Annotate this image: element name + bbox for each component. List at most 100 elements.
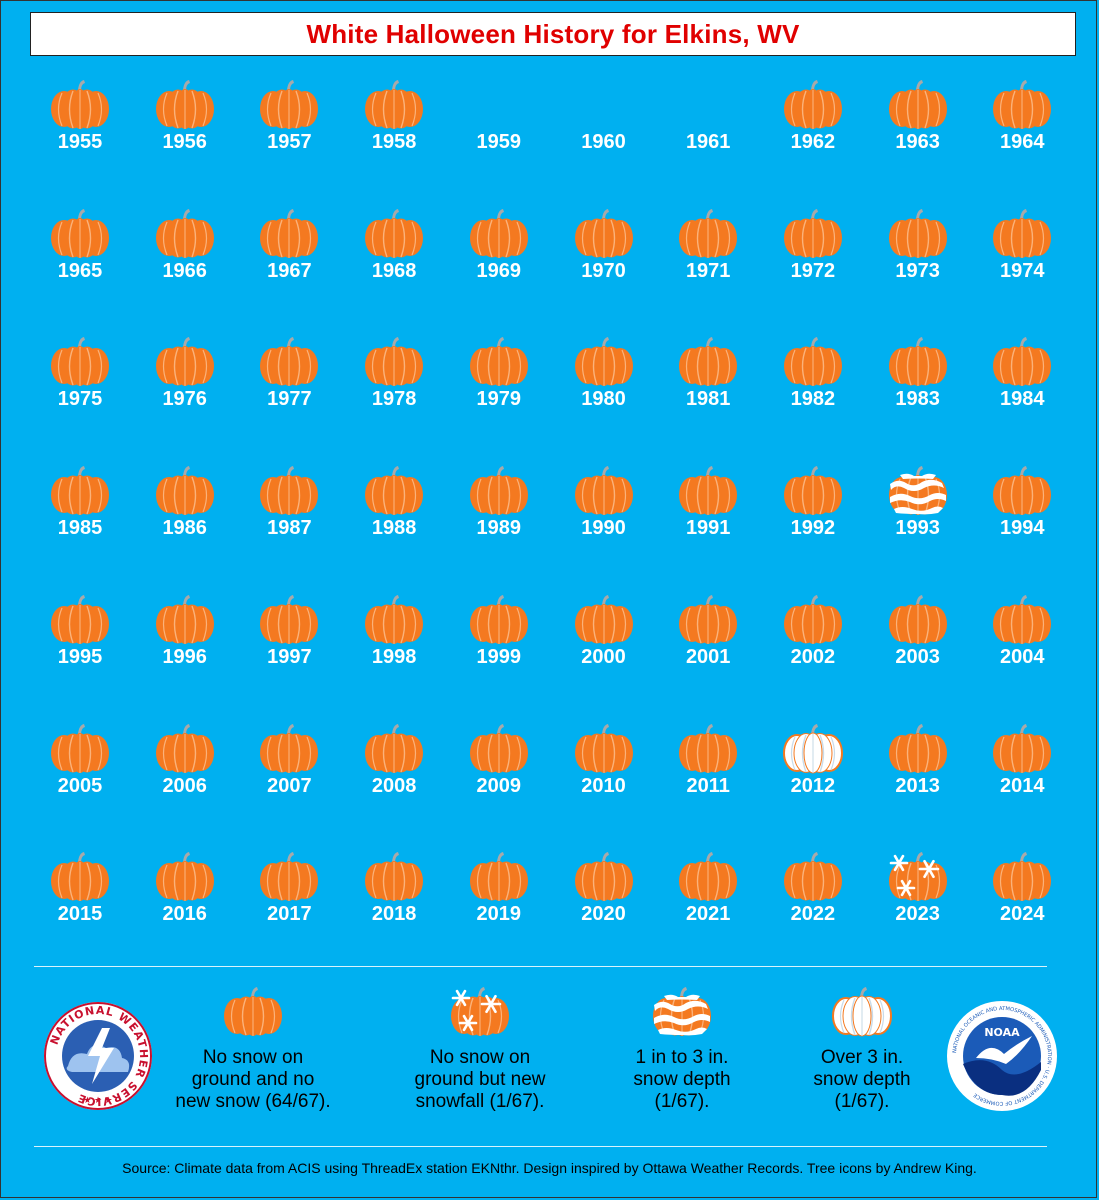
year-label: 1966 (162, 259, 207, 282)
year-label: 2024 (1000, 903, 1045, 926)
pumpkin-icon (155, 80, 214, 129)
pumpkin-icon (679, 723, 738, 773)
year-label: 2011 (686, 774, 730, 797)
pumpkin-icon (365, 852, 424, 902)
pumpkin-icon (888, 208, 947, 258)
pumpkin-icon (574, 208, 633, 258)
legend-label-depth-over-3: Over 3 in. snow depth (1/67). (742, 1047, 982, 1113)
year-cell-1956: 1956 (133, 78, 237, 178)
year-label: 1963 (895, 131, 940, 153)
year-cell-2002: 2002 (761, 593, 865, 693)
year-cell-1999: 1999 (447, 593, 551, 693)
chart-title: White Halloween History for Elkins, WV (306, 18, 800, 49)
legend-line: ground but new (414, 1069, 546, 1090)
pumpkin-icon (574, 466, 633, 516)
year-cell-1991: 1991 (656, 464, 760, 564)
pumpkin-icon (469, 466, 528, 516)
pumpkin-icon (993, 723, 1052, 773)
year-label: 2008 (371, 774, 417, 797)
year-label: 2000 (581, 645, 626, 668)
year-cell-2006: 2006 (133, 722, 237, 822)
legend-item-depth-1-3: 1 in to 3 in. snow depth (1/67). (582, 985, 782, 1115)
legend-line: snow depth (633, 1069, 731, 1090)
year-cell-1986: 1986 (133, 464, 237, 564)
year-cell-1970: 1970 (552, 207, 656, 307)
pumpkin-icon (469, 337, 528, 387)
year-cell-1975: 1975 (28, 335, 132, 435)
year-cell-1996: 1996 (133, 593, 237, 693)
pumpkin-icon (260, 466, 319, 516)
pumpkin-icon (260, 723, 319, 773)
year-label: 2002 (790, 645, 836, 668)
year-cell-1959: 1959 (447, 78, 551, 178)
year-cell-1992: 1992 (761, 464, 865, 564)
year-label: 2009 (476, 774, 522, 797)
year-label: 1964 (1000, 131, 1045, 153)
year-label: 2003 (895, 645, 940, 668)
year-label: 2023 (895, 903, 940, 926)
pumpkin-icon (365, 594, 424, 644)
legend-item-none: No snow on ground and no new snow (64/67… (153, 985, 353, 1115)
year-label: 1957 (267, 131, 312, 153)
legend-line: snowfall (1/67). (415, 1091, 545, 1112)
year-label: 1994 (1000, 517, 1045, 540)
pumpkin-icon (51, 852, 109, 902)
year-label: 1997 (267, 645, 312, 668)
year-label: 1971 (685, 259, 731, 282)
year-cell-1966: 1966 (133, 207, 237, 307)
legend-line: (1/67). (654, 1091, 710, 1112)
legend-label-snowfall: No snow on ground but new snowfall (1/67… (360, 1047, 600, 1113)
year-label: 1958 (371, 131, 417, 153)
legend-line: Over 3 in. (820, 1047, 904, 1068)
year-label: 1977 (267, 388, 312, 411)
pumpkin-icon (260, 337, 319, 387)
year-label: 1974 (1000, 259, 1045, 282)
year-label: 2017 (267, 903, 312, 926)
year-label: 1978 (371, 388, 417, 411)
year-label: 1979 (476, 388, 522, 411)
year-label: 1982 (790, 388, 836, 411)
pumpkin-icon (574, 723, 633, 773)
pumpkin-icon (224, 987, 282, 1036)
year-cell-2011: 2011 (656, 722, 760, 822)
pumpkin-icon (993, 208, 1052, 258)
pumpkin-icon (469, 594, 528, 644)
year-label: 1969 (476, 259, 522, 282)
legend-label-depth-1-3: 1 in to 3 in. snow depth (1/67). (562, 1047, 802, 1113)
year-cell-2010: 2010 (552, 722, 656, 822)
pumpkin-icon (783, 594, 842, 644)
year-label: 2020 (581, 903, 626, 926)
year-cell-1990: 1990 (552, 464, 656, 564)
year-cell-2001: 2001 (656, 593, 760, 693)
pumpkin-snowflakes-icon (888, 852, 947, 902)
year-cell-2012: 2012 (761, 722, 865, 822)
year-cell-1955: 1955 (28, 78, 132, 178)
pumpkin-icon (679, 466, 738, 516)
pumpkin-icon (783, 337, 842, 387)
pumpkin-icon (51, 466, 109, 516)
year-label: 2007 (267, 774, 312, 797)
year-label: 1989 (476, 517, 522, 540)
year-cell-1995: 1995 (28, 593, 132, 693)
pumpkin-icon (574, 337, 633, 387)
year-label: 1988 (371, 517, 417, 540)
year-cell-1984: 1984 (970, 335, 1074, 435)
year-cell-2022: 2022 (761, 850, 865, 950)
pumpkin-snowflakes-icon (451, 987, 509, 1036)
year-label: 1955 (57, 131, 103, 153)
legend-item-snowfall: No snow on ground but new snowfall (1/67… (380, 985, 580, 1115)
year-label: 1980 (581, 388, 626, 411)
year-label: 1959 (476, 131, 522, 153)
year-cell-2017: 2017 (237, 850, 341, 950)
year-label: 2005 (57, 774, 103, 797)
year-cell-1988: 1988 (342, 464, 446, 564)
year-label: 2001 (685, 645, 731, 668)
year-label: 1987 (267, 517, 312, 540)
pumpkin-icon (993, 80, 1052, 129)
year-cell-1987: 1987 (237, 464, 341, 564)
pumpkin-snow-bands-icon (653, 987, 711, 1036)
legend-line: ground and no (191, 1069, 315, 1090)
pumpkin-icon (888, 337, 947, 387)
year-cell-1983: 1983 (866, 335, 970, 435)
year-cell-1973: 1973 (866, 207, 970, 307)
